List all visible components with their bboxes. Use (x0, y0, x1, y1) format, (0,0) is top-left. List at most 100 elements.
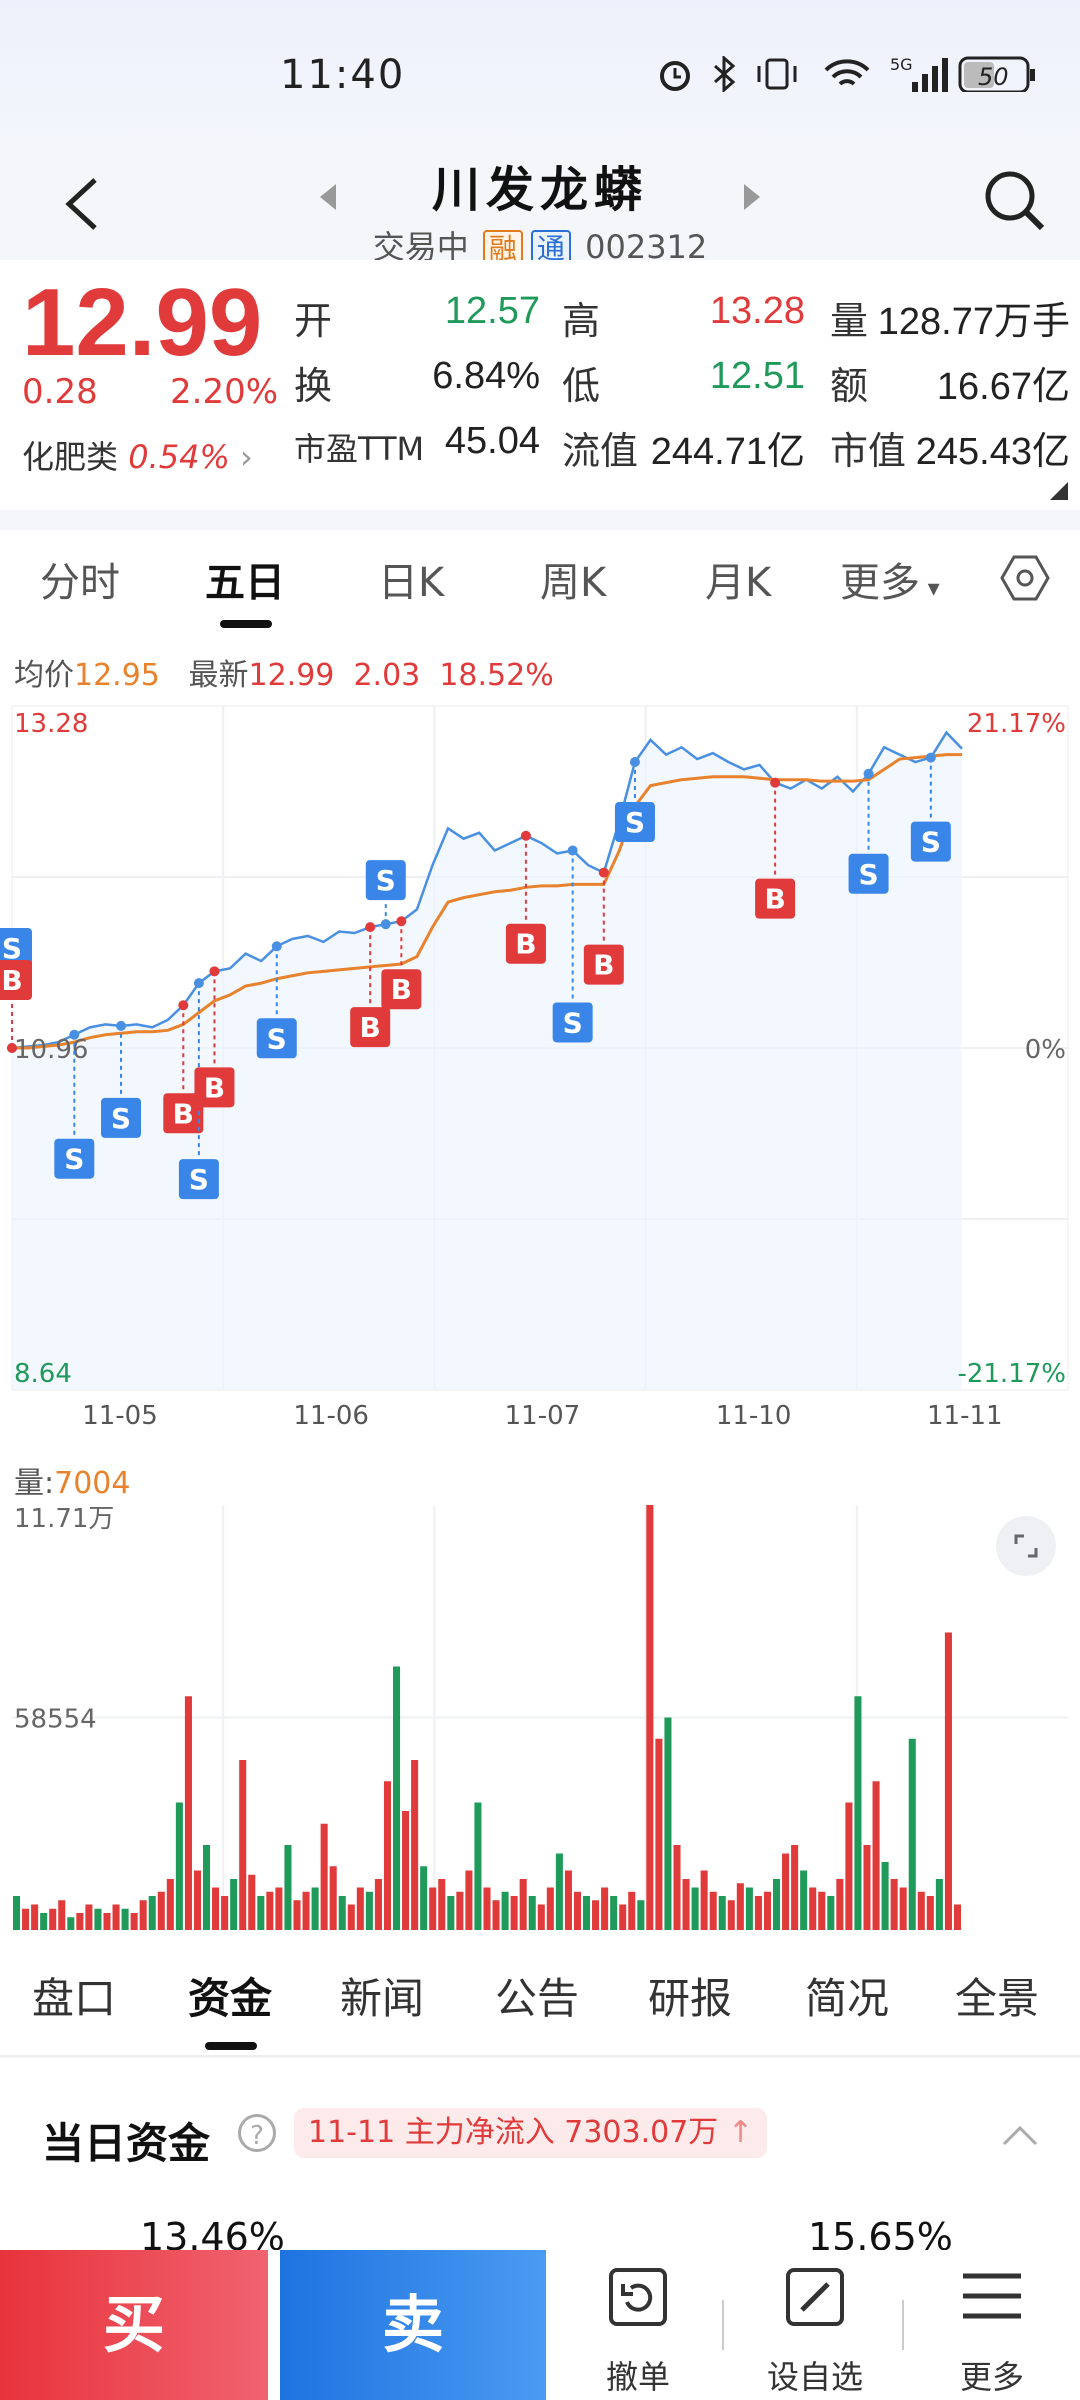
chevron-up-icon[interactable] (1000, 2120, 1040, 2150)
y-label-max: 13.28 (14, 709, 88, 739)
price-change: 0.28 (22, 372, 98, 412)
latest-price-label: 最新 (188, 658, 249, 693)
separator (722, 2300, 724, 2350)
volume-mid-label: 58554 (14, 1705, 97, 1735)
volume-bar (175, 1802, 183, 1930)
five-day-chart[interactable]: 13.28 10.96 8.64 21.17% 0% -21.17% 11-05 11-06 1… (0, 690, 1080, 1930)
capital-title: 当日资金 (42, 2119, 211, 2168)
tab-monthly-k[interactable]: 月K (705, 560, 772, 606)
expand-corner-icon[interactable] (1050, 482, 1068, 500)
quote-value-amount: 16.67亿 (936, 366, 1070, 408)
current-price: 12.99 (22, 269, 263, 376)
volume-bar (754, 1896, 762, 1930)
next-stock-arrow-icon[interactable] (740, 182, 762, 212)
volume-bar (212, 1887, 220, 1930)
signal-letter: B (515, 928, 536, 961)
volume-bar (275, 1887, 283, 1930)
volume-bar (637, 1900, 645, 1930)
volume-bar (682, 1879, 690, 1930)
signal-letter: B (360, 1011, 381, 1044)
volume-bar (519, 1879, 527, 1930)
volume-bar (284, 1845, 292, 1930)
cancel-order-button[interactable] (568, 2262, 708, 2336)
signal-box (552, 1002, 593, 1043)
volume-label-text: 量 (14, 1466, 44, 1501)
net-inflow-text: 11-11 主力净流入 7303.07万 (308, 2115, 719, 2150)
volume-bar (76, 1913, 84, 1930)
buy-signal-marker: B (350, 922, 391, 1048)
tab-more[interactable]: 更多 ▾ (840, 550, 940, 608)
tab-order-book[interactable]: 盘口 (32, 1974, 117, 2023)
signal-dot (7, 1043, 17, 1053)
tab-panorama[interactable]: 全景 (955, 1974, 1040, 2023)
buy-button[interactable]: 买 (0, 2250, 268, 2400)
volume-bar (58, 1900, 66, 1930)
signal-letter: B (391, 973, 412, 1006)
volume-bar (121, 1908, 129, 1930)
volume-bar (157, 1891, 165, 1930)
info-tab-bar (0, 1930, 1080, 2057)
avg-price-line (12, 753, 962, 1050)
volume-bar (148, 1896, 156, 1930)
status-time: 11:40 (280, 52, 406, 98)
quote-value-high: 13.28 (709, 290, 805, 332)
y-label-right-mid: 0% (1025, 1035, 1066, 1065)
add-watchlist-label: 设自选 (766, 2358, 863, 2396)
settings-hexagon-icon[interactable] (1000, 553, 1050, 603)
signal-box (0, 928, 32, 968)
tab-announcements[interactable]: 公告 (495, 1974, 580, 2023)
volume-bar (555, 1853, 563, 1930)
signal-dot (209, 966, 220, 977)
add-watchlist-button[interactable] (745, 2262, 885, 2336)
volume-bar (166, 1879, 174, 1930)
volume-value: 7004 (54, 1466, 131, 1501)
sector-link[interactable]: 化肥类 0.54% › (22, 432, 253, 478)
signal-letter: S (376, 864, 396, 897)
prev-stock-arrow-icon[interactable] (318, 182, 340, 212)
search-icon[interactable] (980, 166, 1050, 236)
volume-bar (917, 1891, 925, 1930)
volume-bar (447, 1896, 455, 1930)
volume-bar (438, 1879, 446, 1930)
signal-letter: S (563, 1006, 583, 1039)
volume-bar (257, 1896, 265, 1930)
quote-value-pe: 45.04 (444, 420, 540, 462)
bluetooth-icon (714, 56, 736, 92)
signal-letter: B (1, 964, 22, 997)
tab-daily-k[interactable]: 日K (378, 560, 445, 606)
volume-bar (311, 1887, 319, 1930)
more-button[interactable] (922, 2262, 1062, 2336)
signal-box (163, 1093, 204, 1134)
volume-bar (944, 1632, 952, 1930)
signal-letter: B (173, 1097, 194, 1130)
tab-weekly-k[interactable]: 周K (540, 560, 607, 606)
signal-dot (271, 941, 282, 952)
tab-five-day[interactable]: 五日 (205, 560, 285, 606)
signal-letter: S (921, 826, 941, 859)
buy-signal-marker: B (163, 1000, 204, 1134)
volume-bar (926, 1896, 934, 1930)
tab-overview[interactable]: 简况 (805, 1974, 890, 2023)
sector-name: 化肥类 (22, 438, 119, 476)
back-button[interactable] (55, 168, 115, 238)
volume-bar (465, 1870, 473, 1930)
fullscreen-button[interactable] (996, 1516, 1056, 1576)
tab-capital[interactable]: 资金 (188, 1974, 273, 2023)
volume-bar (67, 1917, 75, 1930)
tab-intraday[interactable]: 分时 (40, 560, 120, 606)
sector-pct: 0.54% (128, 438, 230, 476)
quote-value-low: 12.51 (709, 355, 805, 397)
volume-bar (266, 1891, 274, 1930)
quote-label-high: 高 (562, 299, 601, 343)
sell-button[interactable]: 卖 (280, 2250, 546, 2400)
signal-box (381, 969, 422, 1010)
volume-bar (112, 1904, 120, 1930)
buy-signal-marker: B (583, 867, 624, 985)
tab-research[interactable]: 研报 (648, 1974, 733, 2023)
tab-news[interactable]: 新闻 (340, 1974, 425, 2023)
volume-bar (564, 1870, 572, 1930)
chevron-right-icon: › (240, 438, 253, 476)
x-tick-label: 11-07 (505, 1401, 581, 1431)
quote-label-volume: 量 (830, 299, 869, 343)
help-icon[interactable]: ? (238, 2114, 276, 2152)
